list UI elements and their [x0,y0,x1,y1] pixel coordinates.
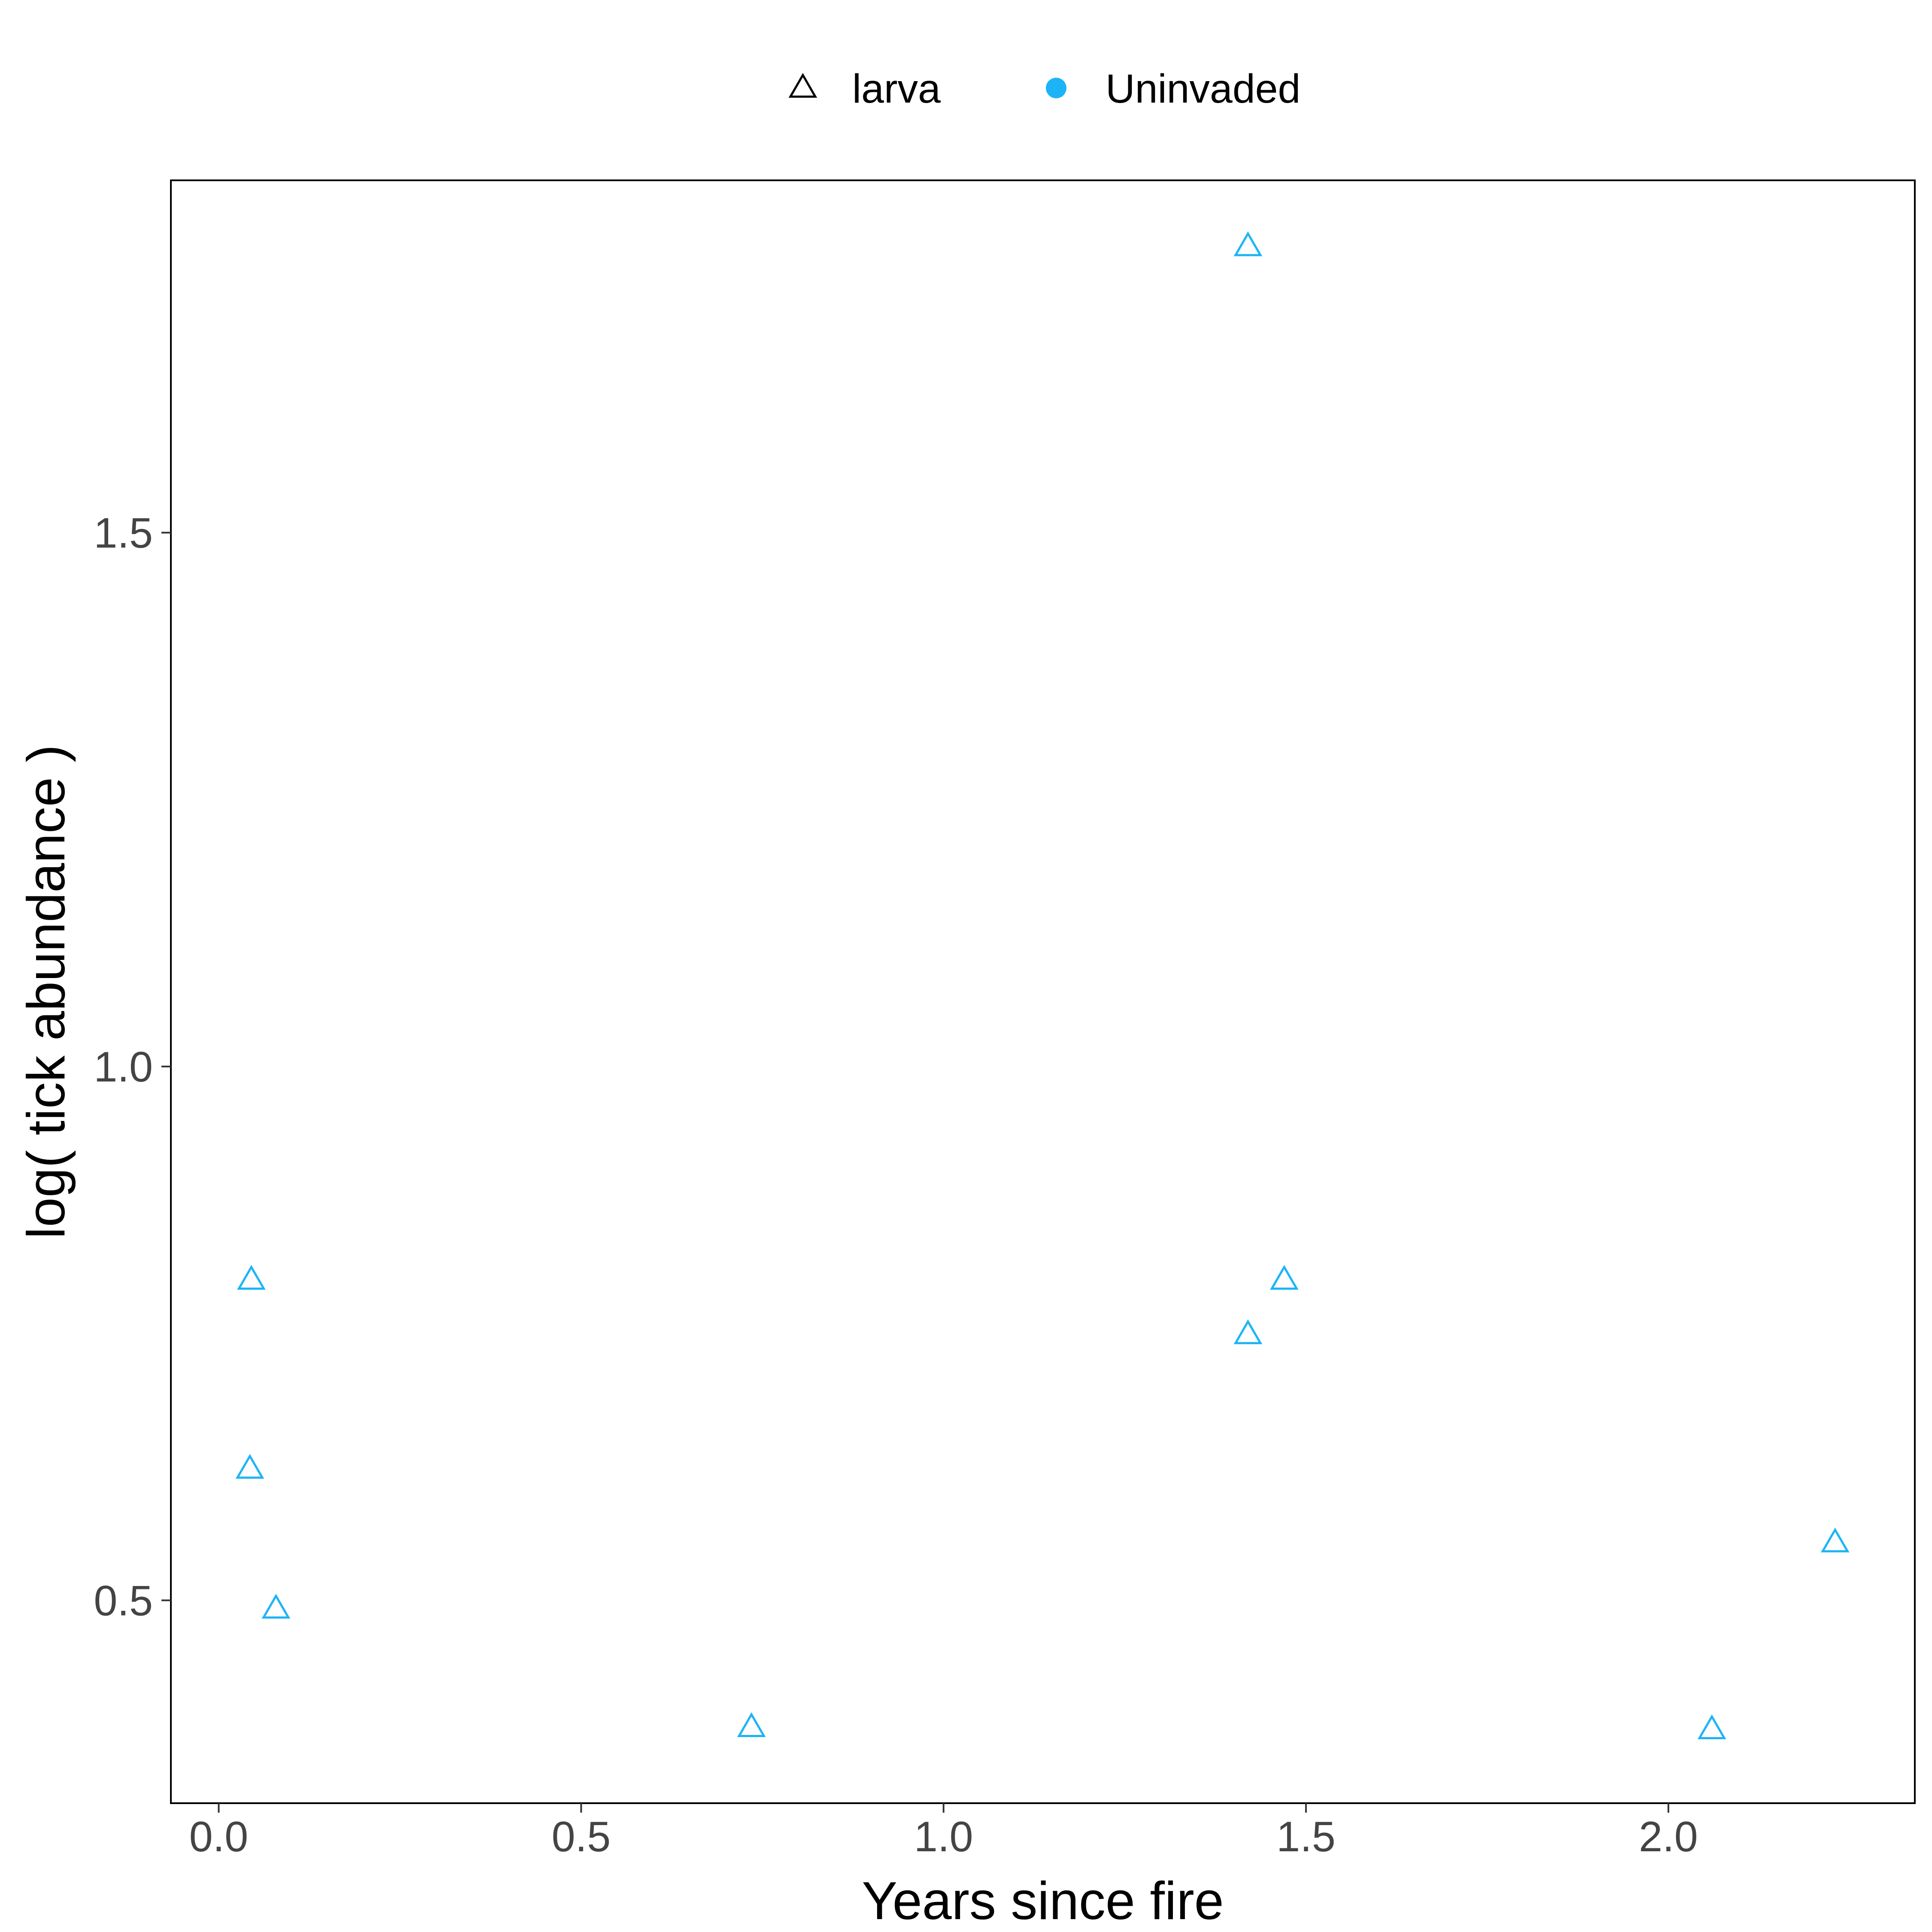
data-point [1820,1528,1850,1552]
x-tick-label: 1.5 [1276,1813,1336,1860]
data-point [1697,1714,1726,1739]
legend-key-circle [1046,78,1066,98]
data-point [1270,1265,1299,1290]
data-point [261,1594,291,1619]
y-tick-label: 0.5 [94,1577,153,1625]
data-point [737,1712,766,1738]
y-tick-label: 1.5 [94,509,153,557]
legend: larva Uninvaded [788,66,1300,112]
y-axis-title: log( tick abundance ) [17,744,76,1239]
data-point [235,1454,264,1479]
legend-label: Uninvaded [1106,66,1300,112]
x-tick-label: 0.5 [552,1813,611,1860]
legend-label: larva [852,66,941,112]
plot-panel [170,179,1916,1804]
data-point [237,1265,266,1290]
x-tick-label: 0.0 [189,1813,249,1860]
x-tick-label: 2.0 [1639,1813,1698,1860]
legend-key-triangle [788,73,817,98]
x-axis: 0.0 0.5 1.0 1.5 2.0 [189,1803,1698,1860]
x-axis-title: Years since fire [862,1871,1224,1931]
x-tick-label: 1.0 [914,1813,973,1860]
y-tick-label: 1.0 [94,1043,153,1091]
data-points [235,231,1850,1739]
data-point [1233,231,1263,256]
data-point [1233,1319,1263,1344]
y-axis: 0.5 1.0 1.5 [94,509,171,1625]
